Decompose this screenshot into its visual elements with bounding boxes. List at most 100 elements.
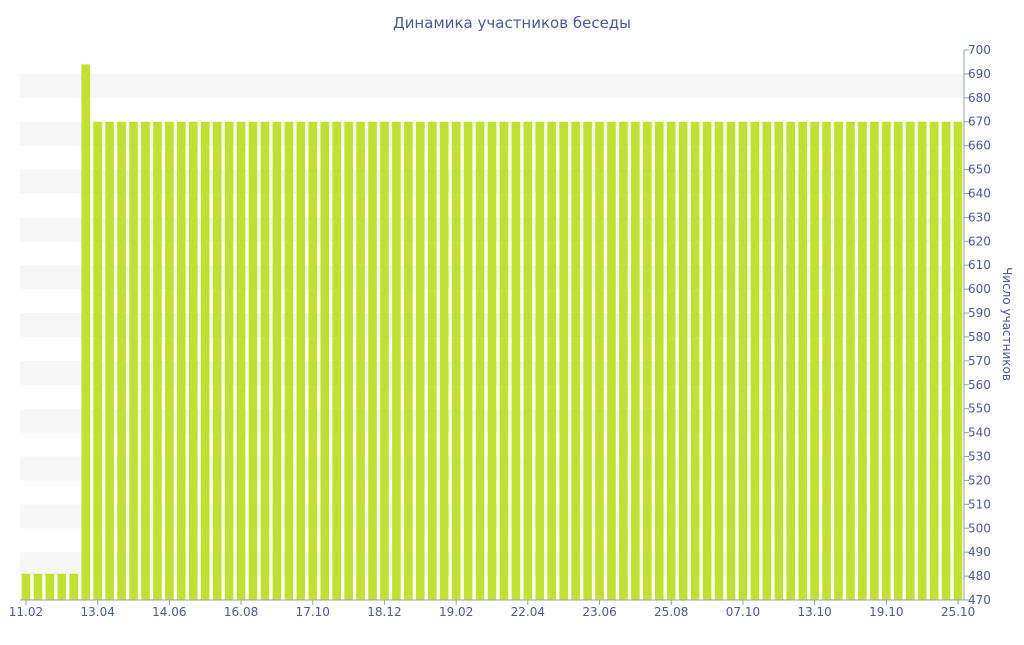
bar bbox=[404, 121, 413, 600]
bar bbox=[33, 573, 43, 600]
bar bbox=[523, 121, 533, 600]
bar bbox=[535, 121, 545, 600]
x-tick-label: 11.02 bbox=[9, 605, 43, 619]
x-tick-label: 18.12 bbox=[367, 605, 401, 619]
bar bbox=[368, 121, 377, 600]
x-tick-label: 13.04 bbox=[80, 605, 114, 619]
y-tick-label: 640 bbox=[968, 186, 991, 200]
y-tick-label: 500 bbox=[968, 521, 991, 535]
bar bbox=[834, 121, 843, 600]
bar bbox=[702, 121, 712, 600]
bar bbox=[941, 121, 951, 600]
bar bbox=[690, 121, 700, 600]
bar bbox=[153, 121, 162, 600]
bar bbox=[320, 121, 330, 600]
bar bbox=[93, 121, 102, 600]
bar bbox=[714, 121, 724, 600]
bar bbox=[738, 121, 748, 600]
bar bbox=[882, 121, 891, 600]
bar bbox=[141, 121, 150, 600]
bar bbox=[165, 121, 174, 600]
bar bbox=[631, 121, 640, 600]
y-tick-label: 470 bbox=[968, 593, 991, 607]
x-tick-label: 07.10 bbox=[726, 605, 760, 619]
bar bbox=[499, 121, 509, 600]
x-tick-label: 23.06 bbox=[582, 605, 616, 619]
bar bbox=[81, 64, 91, 600]
bar bbox=[439, 121, 449, 600]
x-tick-label: 16.08 bbox=[224, 605, 258, 619]
y-tick-label: 570 bbox=[968, 354, 991, 368]
bar bbox=[188, 121, 198, 600]
y-tick-label: 630 bbox=[968, 210, 991, 224]
y-tick-label: 580 bbox=[968, 330, 991, 344]
bar bbox=[177, 121, 186, 600]
x-tick-label: 14.06 bbox=[152, 605, 186, 619]
bar bbox=[654, 121, 664, 600]
bar bbox=[117, 121, 126, 600]
y-tick-label: 620 bbox=[968, 234, 991, 248]
bar bbox=[822, 121, 831, 600]
bar bbox=[356, 121, 365, 600]
y-tick-label: 690 bbox=[968, 67, 991, 81]
y-tick-label: 510 bbox=[968, 497, 991, 511]
y-tick-label: 670 bbox=[968, 115, 991, 129]
bar bbox=[236, 121, 246, 600]
bar bbox=[678, 121, 688, 600]
x-tick-label: 25.10 bbox=[941, 605, 975, 619]
bar bbox=[248, 121, 258, 600]
bar bbox=[21, 573, 31, 600]
bar bbox=[224, 121, 234, 600]
bar bbox=[416, 121, 425, 600]
y-tick-label: 590 bbox=[968, 306, 991, 320]
x-axis: 11.02 13.04 14.06 16.08 17.10 18.12 19.02 22.04… bbox=[9, 599, 975, 619]
bar bbox=[45, 573, 55, 600]
bar bbox=[392, 121, 401, 600]
bar bbox=[870, 121, 879, 600]
bar bbox=[762, 121, 772, 600]
y-tick-label: 490 bbox=[968, 545, 991, 559]
bar bbox=[583, 121, 592, 600]
bar bbox=[332, 121, 341, 600]
x-tick-label: 13.10 bbox=[797, 605, 831, 619]
bar bbox=[846, 121, 855, 600]
bar bbox=[296, 121, 306, 600]
bar bbox=[475, 121, 485, 600]
x-tick-label: 17.10 bbox=[296, 605, 330, 619]
chart-title: Динамика участников беседы bbox=[393, 14, 631, 32]
bar bbox=[666, 121, 676, 600]
bar bbox=[487, 121, 497, 600]
bar bbox=[571, 121, 580, 600]
x-tick-label: 19.02 bbox=[439, 605, 473, 619]
bar bbox=[774, 121, 784, 600]
bar bbox=[559, 121, 568, 600]
bar bbox=[810, 121, 819, 600]
bar bbox=[344, 121, 353, 600]
bar bbox=[619, 121, 628, 600]
bar bbox=[726, 121, 736, 600]
bar bbox=[451, 121, 461, 600]
bar bbox=[57, 573, 67, 600]
bar bbox=[105, 121, 114, 600]
bar bbox=[463, 121, 473, 600]
grid-band bbox=[20, 73, 964, 98]
y-tick-label: 650 bbox=[968, 163, 991, 177]
y-tick-label: 660 bbox=[968, 139, 991, 153]
bar bbox=[129, 121, 138, 600]
bar bbox=[69, 573, 79, 600]
bar bbox=[308, 121, 318, 600]
bar bbox=[607, 121, 616, 600]
bar bbox=[427, 121, 437, 600]
bar bbox=[953, 121, 963, 600]
y-axis-label: Число участников bbox=[1000, 267, 1014, 381]
bar bbox=[212, 121, 222, 600]
bar bbox=[200, 121, 210, 600]
bar bbox=[893, 121, 903, 600]
x-tick-label: 19.10 bbox=[869, 605, 903, 619]
bar bbox=[595, 121, 604, 600]
y-axis: 470 480 490 500 510 520 530 540 550 560 570 580 590 6… bbox=[963, 43, 991, 607]
y-tick-label: 560 bbox=[968, 378, 991, 392]
bar bbox=[284, 121, 294, 600]
